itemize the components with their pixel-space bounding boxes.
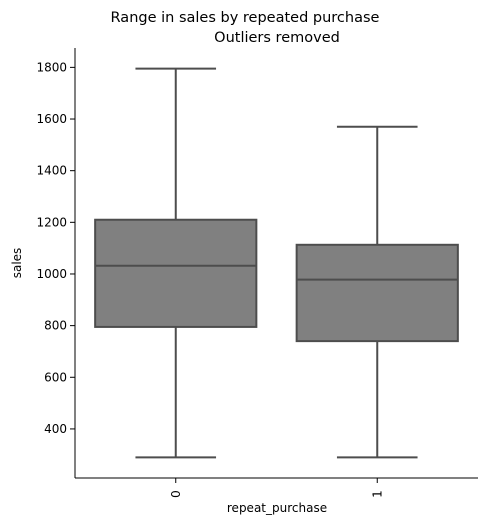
y-tick-label: 800 <box>44 319 67 333</box>
y-tick-label: 1200 <box>36 215 67 229</box>
y-tick-label: 1800 <box>36 60 67 74</box>
chart-title: Range in sales by repeated purchase <box>111 10 380 26</box>
x-tick-label: 0 <box>169 490 183 498</box>
boxes <box>94 67 459 459</box>
y-axis-label: sales <box>10 248 24 279</box>
y-tick-label: 1400 <box>36 164 67 178</box>
y-tick-label: 1000 <box>36 267 67 281</box>
chart-subtitle: Outliers removed <box>214 30 340 46</box>
y-tick-label: 600 <box>44 370 67 384</box>
x-axis-label: repeat_purchase <box>227 501 327 515</box>
box-0 <box>94 218 258 328</box>
x-tick-label: 1 <box>370 490 384 498</box>
y-tick-label: 400 <box>44 422 67 436</box>
axes: 400 600 800 1000 1200 1400 1600 1800 0 1 <box>36 48 478 498</box>
y-tick-label: 1600 <box>36 112 67 126</box>
box-1 <box>295 243 459 343</box>
